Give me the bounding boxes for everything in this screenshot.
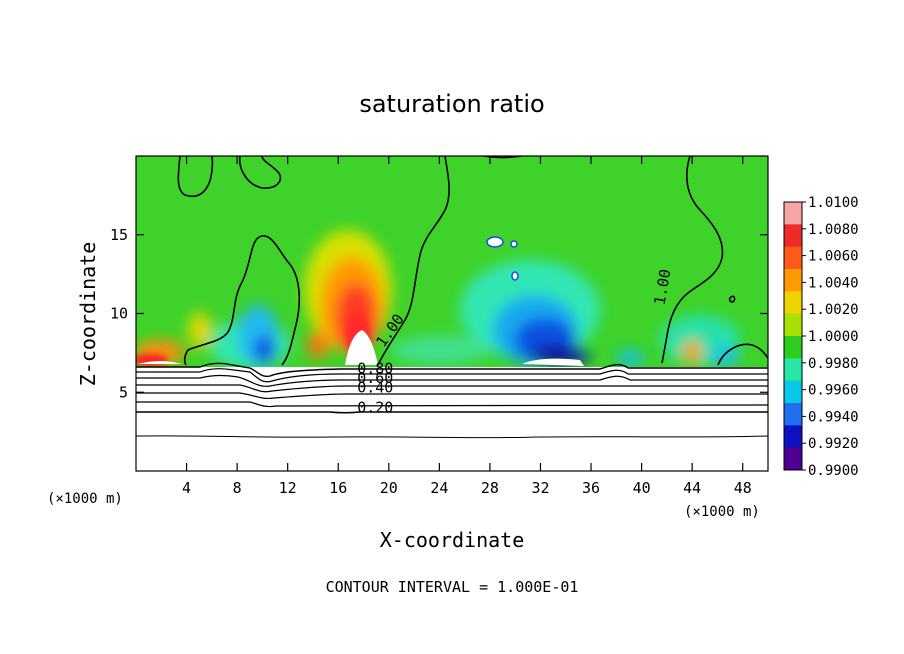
blue-region [255,336,275,364]
light-blue-region [616,350,644,366]
contour-line [136,435,768,439]
colorbar-swatch [784,336,802,359]
contour-line [238,156,282,189]
colorbar-label: 0.9940 [808,409,859,425]
colorbar-swatch [784,291,802,315]
x-unit-left: (×1000 m) [47,491,123,507]
contour-line [728,295,736,303]
x-tick-label: 44 [683,479,701,497]
y-tick-label: 5 [119,383,128,401]
colorbar-swatch [784,269,802,292]
white-patch [345,330,378,365]
contour-label: 0.60 [357,369,393,387]
x-tick-label: 40 [633,479,651,497]
x-tick-label: 4 [182,479,191,497]
colorbar-label: 1.0060 [808,249,859,265]
contour-line [136,411,768,414]
contour-line [717,343,768,366]
colorbar-label: 1.0080 [808,222,859,238]
contour-label: 0.80 [357,359,393,377]
white-patch [522,358,584,366]
colorbar-swatch [784,403,802,426]
light-blue-region [711,346,739,366]
contour-line [136,362,768,378]
dry-lower-region [136,367,768,471]
contour-label: 1.00 [651,268,675,307]
white-patch [486,236,504,248]
contour-line [136,368,768,383]
colorbar: 1.0100 1.0080 1.0060 1.0040 1.0020 1.0000 0.99… [783,195,859,479]
yellow-region [682,340,702,364]
contour-line [661,156,724,364]
x-tick-label: 48 [734,479,752,497]
orange-region [308,331,328,359]
contour-label: 0.40 [357,378,393,396]
colorbar-swatch [784,447,802,471]
contour-line [183,235,301,366]
contour-line [177,156,214,197]
white-patch [511,271,519,281]
contour-label: 0.20 [357,399,393,417]
colorbar-label: 1.0020 [808,302,859,318]
contour-line [136,392,768,400]
x-axis: 4 8 12 16 20 24 28 32 36 40 44 48 [182,156,752,497]
yellow-region [188,312,212,348]
contour-line [136,375,768,387]
colorbar-label: 1.0040 [808,275,859,291]
contour-line [136,401,768,408]
x-axis-title: X-coordinate [380,528,525,552]
colorbar-label: 0.9900 [808,463,859,479]
colorbar-label: 0.9980 [808,356,859,372]
chart-title: saturation ratio [359,90,544,118]
colorbar-swatch [784,358,802,382]
colorbar-swatch [784,246,802,270]
x-tick-label: 12 [279,479,297,497]
colorbar-label: 0.9920 [808,436,859,452]
x-tick-label: 32 [531,479,549,497]
x-tick-label: 36 [582,479,600,497]
colorbar-label: 1.0100 [808,195,859,211]
plot-area [136,156,768,471]
white-patch [138,361,182,364]
contour-line [136,384,768,393]
red-core [136,354,168,366]
contour-labels: 1.001.000.800.600.400.20 [357,268,674,417]
colorbar-swatch [784,224,802,248]
x-tick-label: 8 [233,479,242,497]
x-unit-right: (×1000 m) [684,504,760,520]
colorbar-swatch [784,202,802,225]
contour-1.00-lines [177,156,768,366]
white-patch [510,240,518,248]
colorbar-label: 0.9960 [808,383,859,399]
y-tick-label: 15 [110,226,128,244]
contour-interval-note: CONTOUR INTERVAL = 1.000E-01 [326,578,579,596]
y-axis-title: Z-coordinate [76,242,100,387]
y-tick-label: 10 [110,305,128,323]
colorbar-swatch [784,313,802,337]
colorbar-swatch [784,380,802,404]
colorbar-label: 1.0000 [808,329,859,345]
colorbar-swatch [784,425,802,449]
x-tick-label: 16 [329,479,347,497]
contour-line [377,156,450,366]
x-tick-label: 20 [380,479,398,497]
x-tick-label: 28 [481,479,499,497]
y-axis: 5 10 15 [110,226,768,401]
cyan-region [390,336,490,364]
x-tick-label: 24 [430,479,448,497]
contour-lower-lines [136,362,768,439]
